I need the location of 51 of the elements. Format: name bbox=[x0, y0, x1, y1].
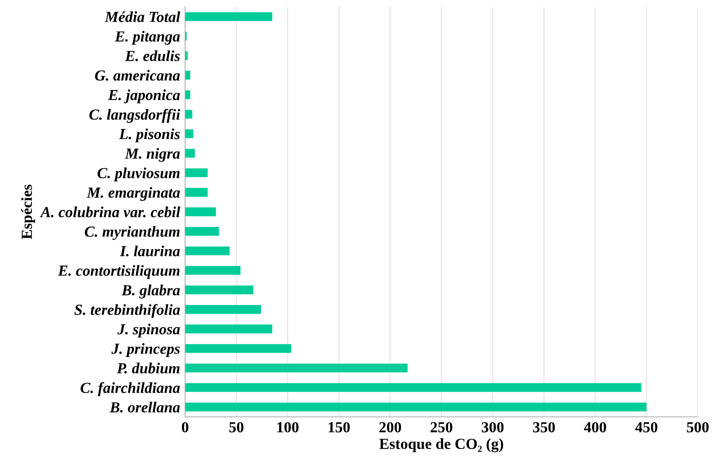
y-tick-label: B. orellana bbox=[110, 402, 180, 413]
y-tick-label: G. americana bbox=[95, 70, 180, 81]
y-tick-label: I. laurina bbox=[120, 246, 180, 256]
x-tick-label: 0 bbox=[182, 422, 188, 432]
y-tick-label: E. japonica bbox=[108, 89, 180, 104]
bar bbox=[185, 188, 208, 197]
y-tick-label: A. colubrina var. cebil bbox=[40, 206, 180, 218]
bar bbox=[185, 129, 194, 138]
bar bbox=[185, 110, 192, 119]
bar bbox=[185, 383, 642, 392]
y-tick-label: M. nigra bbox=[124, 148, 180, 162]
bar bbox=[185, 266, 240, 275]
bar bbox=[185, 148, 195, 158]
y-tick-label: E. contortisiliquum bbox=[58, 265, 180, 279]
bar bbox=[185, 324, 272, 334]
bar bbox=[185, 364, 408, 372]
x-tick-label: 250 bbox=[430, 422, 452, 432]
bar bbox=[185, 246, 230, 256]
x-tick-label: 350 bbox=[533, 422, 555, 432]
bar bbox=[185, 207, 216, 216]
x-tick-label: 400 bbox=[584, 422, 606, 432]
x-tick-label: 300 bbox=[482, 422, 504, 432]
x-tick-label: 100 bbox=[277, 422, 299, 432]
y-tick-label: E. pitanga bbox=[114, 30, 180, 45]
bar bbox=[185, 168, 208, 178]
bar bbox=[185, 12, 272, 22]
bar bbox=[185, 402, 646, 412]
y-tick-label: C. myrianthum bbox=[84, 226, 180, 240]
bar bbox=[185, 344, 292, 353]
y-tick-label: J. princeps bbox=[111, 343, 180, 358]
y-tick-label: P. dubium bbox=[116, 362, 180, 374]
bar bbox=[185, 286, 254, 294]
y-axis-title: Espécies bbox=[21, 184, 36, 240]
y-tick-label: L. pisonis bbox=[119, 128, 180, 142]
bar bbox=[185, 305, 261, 314]
y-tick-label: Média Total bbox=[104, 11, 180, 22]
y-tick-label: C. langsdorffii bbox=[89, 108, 180, 123]
x-tick-label: 150 bbox=[328, 422, 350, 432]
bar bbox=[185, 226, 219, 236]
x-tick-label: 50 bbox=[229, 422, 244, 432]
x-tick-label: 200 bbox=[379, 422, 402, 432]
y-tick-label: M. emarginata bbox=[86, 187, 180, 201]
y-tick-label: S. terebinthifolia bbox=[74, 304, 180, 318]
y-tick-label: E. edulis bbox=[124, 50, 180, 62]
y-tick-label: B. glabra bbox=[122, 284, 180, 298]
x-tick-label: 450 bbox=[635, 422, 658, 432]
y-tick-label: C. fairchildiana bbox=[80, 382, 180, 396]
y-tick-label: J. spinosa bbox=[117, 324, 180, 338]
x-tick-label: 500 bbox=[686, 422, 709, 432]
x-axis-title: Estoque de CO₂ (g) bbox=[379, 438, 504, 452]
y-tick-label: C. pluviosum bbox=[98, 167, 180, 182]
